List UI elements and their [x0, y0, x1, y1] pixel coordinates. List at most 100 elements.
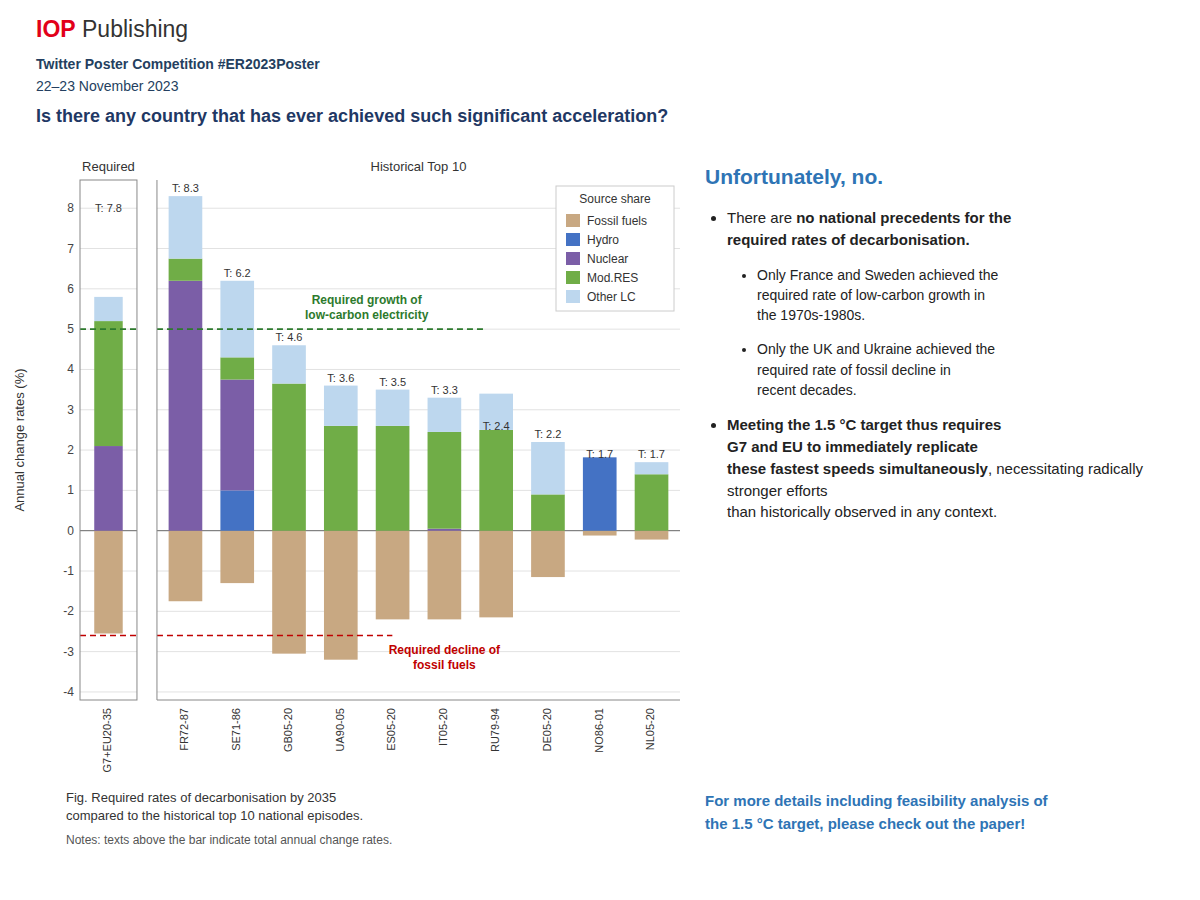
y-axis-line	[156, 180, 157, 700]
bar-segment	[531, 531, 565, 577]
question: Is there any country that has ever achie…	[36, 106, 668, 127]
bar-segment	[169, 259, 203, 281]
panel-title: Required	[82, 159, 135, 174]
bar-segment	[635, 462, 669, 474]
bar-segment	[94, 446, 122, 531]
bullet-text: Only the UK and Ukraine achieved the req…	[757, 341, 995, 398]
y-tick-label: -4	[63, 685, 74, 699]
reference-line	[80, 635, 137, 637]
total-label: T: 6.2	[224, 267, 251, 279]
notes: Fig. Required rates of decarbonisation b…	[66, 790, 666, 850]
bullet: Only France and Sweden achieved the requ…	[757, 265, 1175, 326]
legend-swatch	[566, 290, 580, 303]
legend: Source shareFossil fuelsHydroNuclearMod.…	[556, 186, 674, 311]
grid-line	[80, 288, 137, 289]
y-tick-label: 4	[67, 362, 74, 376]
bullet: Meeting the 1.5 °C target thus requires …	[727, 414, 1175, 523]
reference-annotation: Required decline offossil fuels	[389, 643, 501, 672]
y-tick-label: -1	[63, 564, 74, 578]
header-brand: IOP Publishing	[36, 16, 188, 43]
bar-segment	[635, 474, 669, 530]
total-label: T: 2.4	[483, 420, 510, 432]
y-tick-label: 1	[67, 483, 74, 497]
panel: -4-3-2-1012345678T: 7.8G7+EU20-35Require…	[12, 159, 137, 773]
y-tick-label: -2	[63, 604, 74, 618]
bar-segment	[94, 297, 122, 321]
event-dates: 22–23 November 2023	[36, 78, 178, 94]
bar-segment	[531, 494, 565, 530]
legend-entry: Other LC	[587, 290, 636, 304]
panel-title: Historical Top 10	[371, 159, 467, 174]
bar-segment	[220, 380, 254, 491]
bullet: There are no national precedents for the…	[727, 207, 1175, 251]
bar-segment	[376, 390, 410, 426]
bar-segment	[324, 386, 358, 426]
x-tick-label: DE05-20	[541, 708, 553, 751]
legend-swatch	[566, 271, 580, 284]
grid-line	[157, 691, 680, 692]
reference-line	[157, 635, 392, 637]
total-label: T: 3.6	[327, 372, 354, 384]
bar-segment	[220, 281, 254, 358]
bar-segment	[479, 531, 513, 618]
legend-swatch	[566, 233, 580, 246]
note: Notes: texts above the bar indicate tota…	[66, 833, 666, 847]
bar-segment	[376, 426, 410, 531]
y-tick-label: -3	[63, 645, 74, 659]
bar-segment	[376, 531, 410, 620]
total-label: T: 3.3	[431, 384, 458, 396]
y-tick-label: 5	[67, 322, 74, 336]
total-label: T: 8.3	[172, 182, 199, 194]
y-tick-label: 0	[67, 524, 74, 538]
legend-entry: Hydro	[587, 233, 619, 247]
x-tick-label: SE71-86	[230, 708, 242, 751]
reference-line	[157, 328, 487, 330]
publisher: Publishing	[76, 16, 189, 42]
x-axis-line	[157, 700, 680, 701]
bars	[157, 196, 668, 660]
total-label: T: 7.8	[95, 202, 122, 214]
bar-segment	[169, 196, 203, 258]
bar-segment	[272, 345, 306, 383]
event-title: Twitter Poster Competition #ER2023Poster	[36, 56, 320, 72]
y-tick-label: 3	[67, 403, 74, 417]
x-tick-label: NL05-20	[644, 708, 656, 750]
bar-segment	[272, 384, 306, 531]
bar-segment	[428, 398, 462, 432]
reference-annotation: Required growth oflow-carbon electricity	[305, 293, 429, 322]
total-label: T: 2.2	[534, 428, 561, 440]
x-tick-label: RU79-94	[489, 708, 501, 752]
grid-line	[80, 651, 137, 652]
call-to-action: For more details including feasibility a…	[705, 790, 1175, 835]
legend-box	[556, 186, 674, 311]
bullet-text: Meeting the 1.5 °C target thus requires …	[727, 416, 1001, 477]
x-tick-label: FR72-87	[178, 708, 190, 751]
bar-segment	[428, 531, 462, 620]
x-tick-label: GB05-20	[282, 708, 294, 752]
legend-entry: Nuclear	[587, 252, 628, 266]
legend-title: Source share	[579, 192, 651, 206]
bullet-list: There are no national precedents for the…	[705, 207, 1175, 523]
bar-segment	[531, 442, 565, 494]
reference-line	[80, 328, 137, 330]
y-tick-label: 2	[67, 443, 74, 457]
legend-entry: Mod.RES	[587, 271, 638, 285]
total-label: T: 1.7	[586, 448, 613, 460]
y-tick-label: 8	[67, 201, 74, 215]
bar-segment	[583, 457, 617, 530]
x-tick-label: UA90-05	[334, 708, 346, 751]
bar-segment	[428, 432, 462, 529]
text-panel: Unfortunately, no. There are no national …	[705, 165, 1175, 537]
bar-segment	[94, 321, 122, 446]
bullet-text: There are	[727, 209, 796, 226]
grid-line	[80, 691, 137, 692]
note: Fig. Required rates of decarbonisation b…	[66, 790, 666, 805]
bars	[80, 297, 137, 636]
legend-swatch	[566, 252, 580, 265]
answer: Unfortunately, no.	[705, 165, 1175, 189]
bar-segment	[635, 531, 669, 540]
note: compared to the historical top 10 nation…	[66, 808, 666, 823]
panel-frame	[80, 180, 137, 700]
bar-segment	[428, 529, 462, 531]
bar-segment	[324, 531, 358, 660]
